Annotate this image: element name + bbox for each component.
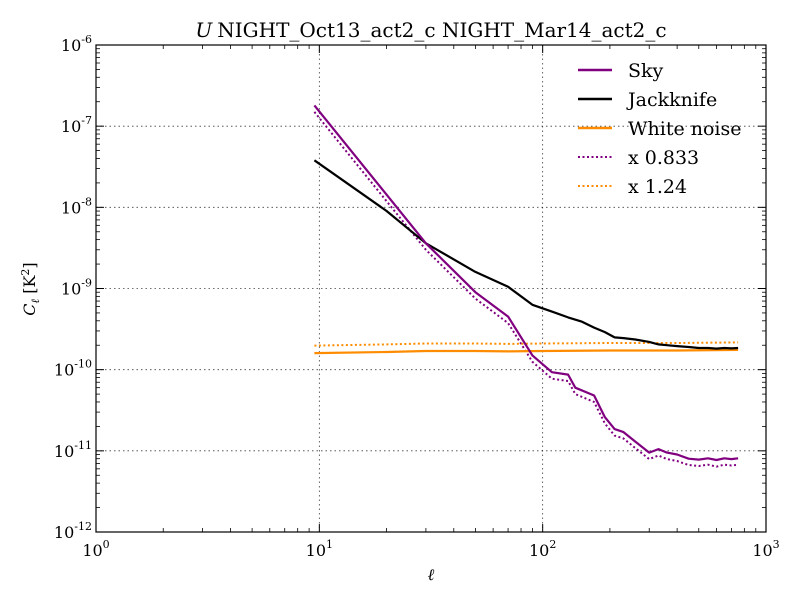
y-tick-label: 10-10 bbox=[54, 358, 92, 380]
y-tick-label-base: 10 bbox=[54, 442, 74, 461]
y-axis-label-unit-post: ] bbox=[20, 262, 39, 268]
y-tick-label-base: 10 bbox=[54, 523, 74, 542]
y-tick-label-exp: -8 bbox=[81, 195, 92, 208]
y-tick-label-exp: -9 bbox=[81, 277, 92, 290]
x-axis-label: ℓ bbox=[428, 565, 435, 584]
y-tick-label: 10-6 bbox=[61, 33, 92, 55]
x-tick-label-base: 10 bbox=[529, 541, 549, 560]
series-line-x-0-833 bbox=[313, 111, 739, 468]
chart-title-main: NIGHT_Oct13_act2_c NIGHT_Mar14_act2_c bbox=[217, 18, 666, 42]
chart-title-italic: U bbox=[195, 18, 213, 42]
x-tick-label: 101 bbox=[306, 538, 333, 560]
chart-title: U NIGHT_Oct13_act2_c NIGHT_Mar14_act2_c bbox=[195, 18, 666, 42]
x-tick-label: 102 bbox=[529, 538, 556, 560]
ticks: 100 101 102 10310-1210-1110-1010-910-810-71… bbox=[54, 33, 780, 560]
y-tick-label: 10-11 bbox=[54, 439, 92, 461]
y-tick-label: 10-12 bbox=[54, 520, 92, 542]
y-tick-label-exp: -10 bbox=[74, 358, 92, 371]
legend-label: White noise bbox=[628, 118, 742, 140]
legend-label: x 1.24 bbox=[628, 176, 687, 198]
series-line-white-noise bbox=[314, 348, 739, 355]
y-tick-label-base: 10 bbox=[61, 198, 81, 217]
y-tick-label-exp: -12 bbox=[74, 520, 92, 533]
legend-label: x 0.833 bbox=[628, 147, 699, 169]
y-axis-label-unit-sup: 2 bbox=[19, 269, 32, 276]
legend-label: Sky bbox=[628, 60, 664, 82]
y-axis-label: Cℓ [K2] bbox=[19, 262, 42, 315]
y-tick-label-base: 10 bbox=[61, 36, 81, 55]
legend-label: Jackknife bbox=[626, 89, 717, 111]
x-tick-label-base: 10 bbox=[82, 541, 102, 560]
x-tick-label-base: 10 bbox=[752, 541, 772, 560]
y-tick-label: 10-8 bbox=[61, 195, 92, 217]
series-lines bbox=[313, 104, 739, 468]
y-tick-label-exp: -6 bbox=[81, 33, 92, 46]
y-axis-label-unit-pre: [K bbox=[20, 275, 39, 299]
x-tick-label-base: 10 bbox=[306, 541, 326, 560]
y-tick-label-exp: -7 bbox=[81, 114, 92, 127]
y-tick-label-base: 10 bbox=[61, 280, 81, 299]
x-tick-label-exp: 3 bbox=[773, 538, 780, 551]
x-tick-label: 100 bbox=[82, 538, 109, 560]
series-line-x-1-24 bbox=[314, 341, 739, 347]
x-tick-label: 103 bbox=[752, 538, 779, 560]
series-line-jackknife bbox=[313, 159, 739, 350]
legend: Sky Jackknife White noise x 0.833 x 1.24 bbox=[578, 60, 742, 198]
y-tick-label-base: 10 bbox=[61, 117, 81, 136]
y-axis-label-main: C bbox=[20, 303, 39, 315]
y-tick-label: 10-9 bbox=[61, 277, 92, 299]
series-line-sky bbox=[313, 104, 739, 462]
y-tick-label: 10-7 bbox=[61, 114, 92, 136]
y-tick-label-exp: -11 bbox=[74, 439, 92, 452]
x-tick-label-exp: 2 bbox=[549, 538, 556, 551]
y-tick-label-base: 10 bbox=[54, 361, 74, 380]
x-tick-label-exp: 0 bbox=[103, 538, 110, 551]
x-tick-label-exp: 1 bbox=[326, 538, 333, 551]
y-axis-label-sub: ℓ bbox=[29, 298, 42, 303]
